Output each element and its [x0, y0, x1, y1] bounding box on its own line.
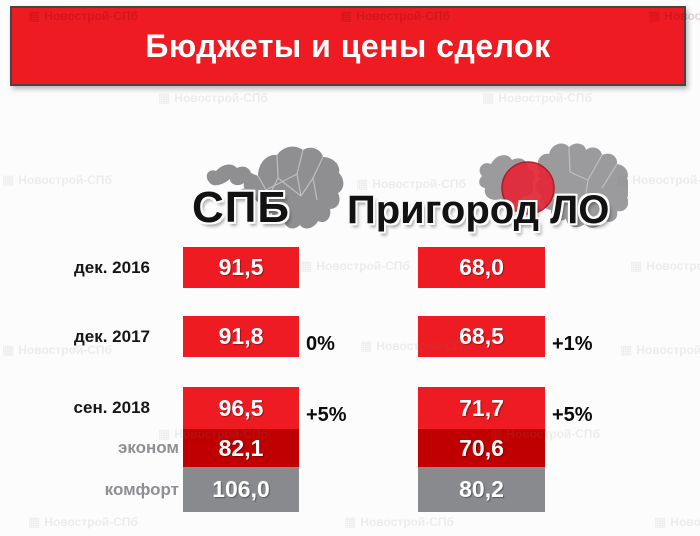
watermark-text: Новострой-СПб [670, 515, 700, 529]
column-label-spb: СПБ [192, 183, 291, 232]
building-icon: ▦ [630, 258, 643, 273]
slide-title: Бюджеты и цены сделок [145, 27, 551, 64]
spb-change-label-row-2: 0% [306, 333, 335, 355]
watermark-text: Новострой-СПб [174, 91, 268, 105]
lo-value-box-row-4: 70,6 [418, 429, 545, 467]
row-label-5: комфорт [104, 480, 179, 499]
lo-value-box-row-3: 71,7 [418, 387, 545, 429]
building-icon: ▦ [482, 90, 495, 105]
building-icon: ▦ [344, 514, 357, 529]
spb-value-box-row-1: 91,5 [183, 247, 299, 288]
watermark-text: Новострой-СПб [316, 259, 410, 273]
watermark-stamp: ▦Новострой-СПб [620, 342, 700, 358]
watermark-stamp: ▦Новострой-СПб [482, 90, 592, 106]
watermark-text: Новострой-СПб [636, 343, 700, 357]
lo-value-box-row-2: 68,5 [418, 316, 545, 357]
watermark-stamp: ▦Новострой-СПб [158, 90, 268, 106]
building-icon: ▦ [300, 258, 313, 273]
spb-value-box-row-2: 91,8 [183, 316, 299, 357]
building-icon: ▦ [620, 342, 633, 357]
watermark-text: Новострой-СПб [18, 173, 112, 187]
row-label-3: сен. 2018 [73, 398, 150, 417]
watermark-stamp: ▦Новострой-СПб [616, 172, 700, 188]
row-label-4: эконом [117, 438, 179, 457]
watermark-stamp: ▦Новострой-СПб [654, 514, 700, 530]
watermark-text: Новострой-СПб [632, 173, 700, 187]
building-icon: ▦ [360, 338, 373, 353]
watermark-stamp: ▦Новострой-СПб [28, 514, 138, 530]
spb-change-label-row-3: +5% [306, 404, 347, 426]
watermark-text: Новострой-СПб [646, 259, 700, 273]
lo-suburb-map-icon [479, 143, 628, 228]
watermark-stamp: ▦Новострой-СПб [2, 172, 112, 188]
spb-value-box-row-3: 96,5 [183, 387, 299, 429]
row-label-2: дек. 2017 [73, 327, 150, 346]
watermark-text: Новострой-СПб [498, 91, 592, 105]
watermark-text: Новострой-СПб [44, 515, 138, 529]
row-label-1: дек. 2016 [73, 258, 150, 277]
spb-map-icon [206, 146, 344, 229]
building-icon: ▦ [28, 514, 41, 529]
watermark-stamp: ▦Новострой-СПб [630, 258, 700, 274]
watermark-text: Новострой-СПб [360, 515, 454, 529]
watermark-stamp: ▦Новострой-СПб [344, 514, 454, 530]
spb-value-box-row-5: 106,0 [183, 467, 299, 512]
lo-change-label-row-3: +5% [552, 404, 593, 426]
lo-value-box-row-1: 68,0 [418, 247, 545, 288]
building-icon: ▦ [158, 90, 171, 105]
title-bar: Бюджеты и цены сделок [10, 6, 686, 86]
building-icon: ▦ [654, 514, 667, 529]
suburb-highlight-circle [501, 161, 555, 215]
column-label-lo: Пригород ЛО [347, 188, 610, 232]
lo-value-box-row-5: 80,2 [418, 467, 545, 512]
building-icon: ▦ [2, 172, 15, 187]
spb-value-box-row-4: 82,1 [183, 429, 299, 467]
watermark-stamp: ▦Новострой-СПб [300, 258, 410, 274]
lo-change-label-row-2: +1% [552, 333, 593, 355]
